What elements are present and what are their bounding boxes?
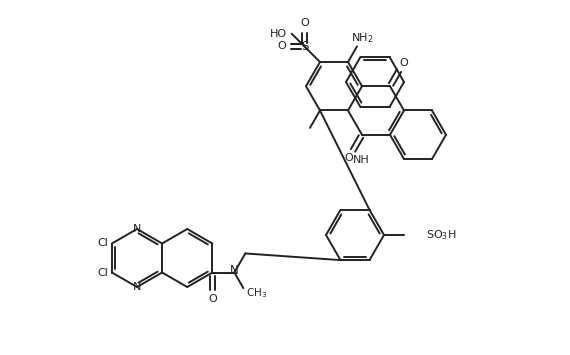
Text: O: O (277, 42, 286, 51)
Text: CH$_3$: CH$_3$ (246, 286, 267, 300)
Text: O: O (300, 18, 309, 28)
Text: NH: NH (353, 155, 369, 165)
Text: Cl: Cl (97, 239, 108, 248)
Text: N: N (230, 264, 239, 277)
Text: O: O (208, 295, 217, 305)
Text: NH$_2$: NH$_2$ (351, 31, 373, 45)
Text: O: O (344, 153, 353, 163)
Text: HO: HO (270, 29, 287, 39)
Text: Cl: Cl (97, 268, 108, 278)
Text: SO$_3$H: SO$_3$H (426, 228, 457, 242)
Text: O: O (399, 58, 408, 68)
Text: N: N (133, 224, 141, 234)
Text: S: S (301, 40, 308, 53)
Text: N: N (133, 282, 141, 292)
